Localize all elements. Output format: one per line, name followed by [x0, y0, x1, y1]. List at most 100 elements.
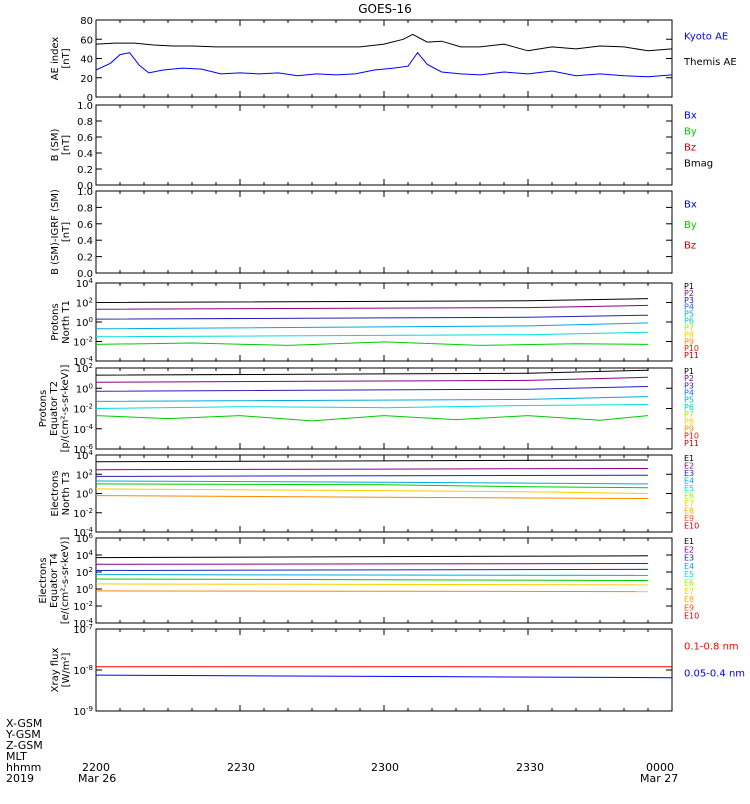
series-line	[95, 488, 649, 494]
series-line	[95, 468, 649, 471]
series-line	[95, 404, 649, 409]
legend-entry: E4	[684, 562, 694, 571]
y-tick-label: 100	[76, 316, 93, 329]
chart-title: GOES-16	[358, 2, 412, 16]
y-axis-label: Electrons	[38, 557, 49, 603]
series-line	[95, 674, 673, 679]
panel: 104 102 100 10-2 10-4 Protons North T1 P1P2P3P4…	[50, 277, 699, 368]
x-date-label: Mar 27	[640, 772, 679, 785]
y-tick-label: 10-2	[73, 507, 93, 520]
legend-entry: P11	[684, 351, 699, 360]
y-axis-label: [nT]	[61, 135, 72, 155]
legend-entry: E9	[684, 603, 694, 612]
series-line	[95, 563, 649, 565]
y-tick-label: 0.4	[77, 149, 93, 160]
legend-entry: P5	[684, 396, 694, 405]
y-axis-label: [W/m²]	[61, 652, 72, 687]
series-line	[95, 298, 649, 303]
legend-entry: E8	[684, 595, 694, 604]
legend-entry: Bz	[684, 240, 696, 251]
legend-entry: E3	[684, 554, 694, 563]
legend-entry: E6	[684, 492, 694, 501]
y-tick-label: 10-7	[73, 623, 93, 636]
panel: 102 100 10-2 10-4 10-6 Protons Equator T2 [p/(c…	[38, 362, 699, 456]
y-tick-label: 10-4	[73, 617, 93, 630]
y-tick-label: 1.0	[77, 101, 93, 112]
legend-entry: E10	[684, 612, 699, 621]
y-axis-label: Equator T2	[49, 381, 60, 436]
coord-label-mlt: MLT	[6, 750, 27, 763]
y-axis-label: Equator T4	[49, 553, 60, 608]
y-tick-label: 0.4	[77, 236, 93, 247]
legend-entry: P2	[684, 289, 694, 298]
y-tick-label: 0.6	[77, 133, 93, 144]
series-line	[95, 376, 649, 383]
legend-entry: P10	[684, 432, 699, 441]
series-line	[95, 331, 649, 338]
legend-entry: 0.05-0.4 nm	[684, 669, 745, 680]
series-line	[95, 483, 649, 489]
legend-entry: P7	[684, 410, 694, 419]
panel-frame	[95, 282, 673, 362]
y-tick-label: 10-2	[73, 336, 93, 349]
panel-frame	[95, 104, 673, 186]
y-axis-label: North T3	[61, 472, 72, 516]
y-axis-label: [p/(cm²-s-sr-keV)]	[60, 365, 71, 453]
legend-entry: P6	[684, 317, 694, 326]
y-tick-label: 10-2	[73, 403, 93, 416]
y-tick-label: 0	[87, 93, 93, 104]
panel: 0 20 40 60 80 AE index [nT] Kyoto AE Themis AE	[50, 16, 737, 104]
legend-entry: P1	[684, 367, 694, 376]
y-tick-label: 102	[76, 362, 93, 375]
series-line	[95, 396, 649, 402]
legend-entry: E5	[684, 484, 694, 493]
y-tick-label: 102	[76, 468, 93, 481]
legend-entry: E7	[684, 499, 694, 508]
series-line	[95, 314, 649, 320]
y-axis-label: Protons	[50, 303, 61, 340]
coord-label-y: Y-GSM	[6, 728, 41, 741]
legend-entry: P9	[684, 424, 694, 433]
year-label: 2019	[6, 772, 34, 785]
y-tick-label: 10-9	[73, 705, 93, 718]
coord-label-z: Z-GSM	[6, 739, 43, 752]
y-tick-label: 102	[76, 297, 93, 310]
panel-frame	[95, 19, 673, 98]
legend-entry: P11	[684, 439, 699, 448]
series-line	[95, 495, 649, 499]
legend-entry: P10	[684, 344, 699, 353]
panel: 104 102 100 10-2 10-4 Electrons North T3 E1E2E3…	[50, 449, 699, 539]
series-line	[95, 304, 649, 310]
y-tick-label: 40	[80, 55, 93, 66]
series-line	[95, 555, 649, 559]
y-axis-label: Xray flux	[50, 648, 61, 693]
y-tick-label: 10-8	[73, 664, 93, 677]
y-axis-label: North T1	[61, 300, 72, 344]
legend-entry: E5	[684, 570, 694, 579]
x-tick-label: 0000	[646, 761, 674, 774]
legend-entry: P6	[684, 403, 694, 412]
y-tick-label: 10-6	[73, 443, 93, 456]
y-tick-label: 80	[80, 16, 93, 27]
y-axis-label: Protons	[38, 390, 49, 427]
legend-entry: E3	[684, 469, 694, 478]
x-tick-label: 2300	[371, 761, 399, 774]
series-line	[95, 369, 649, 376]
y-tick-label: 106	[76, 532, 94, 545]
legend-entry: E9	[684, 514, 694, 523]
panel-frame	[95, 454, 673, 533]
y-axis-label: AE index	[50, 37, 61, 81]
series-line	[95, 480, 649, 485]
legend-entry: P8	[684, 417, 694, 426]
series-line	[95, 590, 649, 593]
legend-entry: P7	[684, 323, 694, 332]
series-line	[95, 51, 673, 78]
y-tick-label: 10-4	[73, 526, 93, 539]
y-tick-label: 104	[76, 449, 94, 462]
legend-entry: E4	[684, 477, 694, 486]
legend-entry: E1	[684, 454, 694, 463]
panel: 106 104 102 100 10-2 10-4 Electrons Equator T4[…	[38, 532, 699, 630]
x-tick-label: 2330	[516, 761, 544, 774]
